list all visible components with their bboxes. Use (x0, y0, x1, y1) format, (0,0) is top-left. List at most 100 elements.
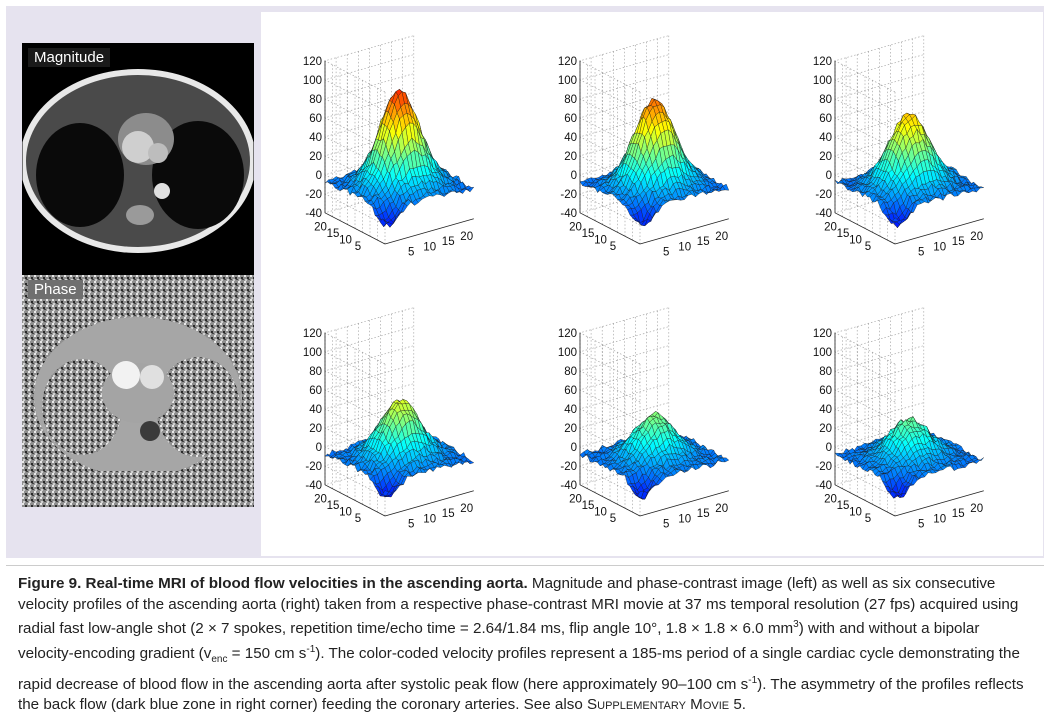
surface-mesh (324, 399, 475, 498)
z-tick-label: 40 (819, 404, 832, 416)
z-tick-label: 80 (309, 366, 322, 378)
x-tick-label: 15 (952, 508, 965, 520)
z-tick-label: 60 (564, 113, 577, 125)
y-tick-label: 5 (610, 513, 616, 525)
y-tick-label: 5 (355, 241, 361, 253)
magnitude-label: Magnitude (28, 48, 111, 67)
z-tick-label: 100 (558, 347, 577, 359)
y-tick-label: 10 (339, 235, 352, 247)
caption-title: Figure 9. Real-time MRI of blood flow ve… (18, 575, 528, 592)
x-tick-label: 20 (970, 231, 983, 243)
z-tick-label: 0 (826, 170, 832, 182)
z-tick-label: 100 (558, 75, 577, 87)
x-tick-label: 10 (423, 513, 436, 525)
x-tick-label: 20 (460, 503, 473, 515)
x-tick-label: 5 (408, 247, 414, 259)
y-tick-label: 15 (837, 500, 850, 512)
y-tick-label: 10 (594, 235, 607, 247)
x-tick-label: 15 (952, 236, 965, 248)
z-tick-label: 0 (571, 170, 577, 182)
x-tick-label: 10 (678, 241, 691, 253)
z-tick-label: 0 (826, 442, 832, 454)
caption-sub-1: enc (211, 653, 228, 665)
z-tick-label: -40 (305, 208, 322, 220)
caption-divider (6, 565, 1044, 566)
axis-box (579, 332, 729, 517)
y-tick-label: 10 (339, 507, 352, 519)
caption-text-4: ). The color-coded velocity profiles rep… (18, 644, 1020, 693)
z-tick-label: 60 (309, 113, 322, 125)
y-tick-label: 20 (314, 494, 327, 506)
x-tick-label: 5 (663, 519, 669, 531)
y-tick-label: 10 (594, 507, 607, 519)
x-tick-label: 5 (663, 247, 669, 259)
z-tick-label: -20 (305, 461, 322, 473)
z-tick-label: 20 (819, 423, 832, 435)
velocity-profile-2: 120 100 80 60 40 20 0 -20 -40 5 10 15 20 5 10 15 20 (516, 12, 766, 274)
z-tick-label: 80 (564, 366, 577, 378)
y-tick-label: 15 (327, 228, 340, 240)
y-tick-label: 15 (837, 228, 850, 240)
z-tick-label: 60 (819, 113, 832, 125)
z-tick-label: -40 (560, 480, 577, 492)
caption-end: . (741, 696, 747, 714)
z-tick-label: 0 (571, 442, 577, 454)
y-tick-label: 10 (849, 507, 862, 519)
y-tick-label: 20 (314, 222, 327, 234)
axis-box (579, 60, 729, 245)
z-tick-label: 40 (309, 132, 322, 144)
z-tick-label: 80 (309, 94, 322, 106)
supplementary-movie-link[interactable]: Supplementary Movie 5 (587, 696, 742, 714)
y-tick-label: 20 (824, 494, 837, 506)
x-tick-label: 10 (933, 241, 946, 253)
velocity-profile-3: 120 100 80 60 40 20 0 -20 -40 5 10 15 20 5 10 15 20 (771, 12, 1021, 274)
surface-mesh (834, 112, 984, 229)
y-tick-label: 5 (865, 513, 871, 525)
y-tick-label: 20 (569, 494, 582, 506)
z-tick-label: -20 (815, 461, 832, 473)
y-tick-label: 5 (865, 241, 871, 253)
velocity-profile-1: 120 100 80 60 40 20 0 -20 -40 5 10 15 20 5 10 15 20 (261, 12, 511, 274)
z-tick-label: -40 (305, 480, 322, 492)
z-tick-label: 40 (564, 404, 577, 416)
axis-box (324, 332, 474, 517)
x-tick-label: 10 (933, 513, 946, 525)
surface-mesh (579, 98, 730, 226)
z-tick-label: -40 (560, 208, 577, 220)
z-tick-label: 100 (303, 75, 322, 87)
magnitude-mri-graphic (22, 43, 254, 275)
caption-text-1: Magnitude and phase-contrast image (left… (18, 575, 1019, 638)
velocity-profiles: 120 100 80 60 40 20 0 -20 -40 5 10 15 20 5 10 15 20 120 1… (261, 12, 1043, 556)
x-tick-label: 5 (918, 519, 924, 531)
z-tick-label: 60 (564, 385, 577, 397)
x-tick-label: 10 (678, 513, 691, 525)
z-tick-label: 0 (316, 442, 322, 454)
caption-sup-1: 3 (793, 619, 799, 631)
surface-mesh (834, 416, 984, 499)
x-tick-label: 5 (918, 247, 924, 259)
z-tick-label: 80 (819, 366, 832, 378)
z-tick-label: -20 (305, 189, 322, 201)
x-tick-label: 20 (460, 231, 473, 243)
velocity-profile-5: 120 100 80 60 40 20 0 -20 -40 5 10 15 20 5 10 15 20 (516, 284, 766, 546)
z-tick-label: 120 (303, 328, 322, 340)
x-tick-label: 15 (697, 508, 710, 520)
y-tick-label: 15 (582, 228, 595, 240)
x-tick-label: 20 (715, 503, 728, 515)
z-tick-label: 120 (303, 56, 322, 68)
z-tick-label: 20 (564, 423, 577, 435)
x-tick-label: 5 (408, 519, 414, 531)
y-tick-label: 10 (849, 235, 862, 247)
caption-text-2: ) with and without a bipolar velocity-en… (18, 620, 980, 662)
z-tick-label: 60 (819, 385, 832, 397)
x-tick-label: 10 (423, 241, 436, 253)
x-tick-label: 20 (970, 503, 983, 515)
z-tick-label: 100 (813, 75, 832, 87)
caption-text-3: = 150 cm s (227, 644, 307, 662)
surface-mesh (324, 88, 475, 228)
z-tick-label: 0 (316, 170, 322, 182)
